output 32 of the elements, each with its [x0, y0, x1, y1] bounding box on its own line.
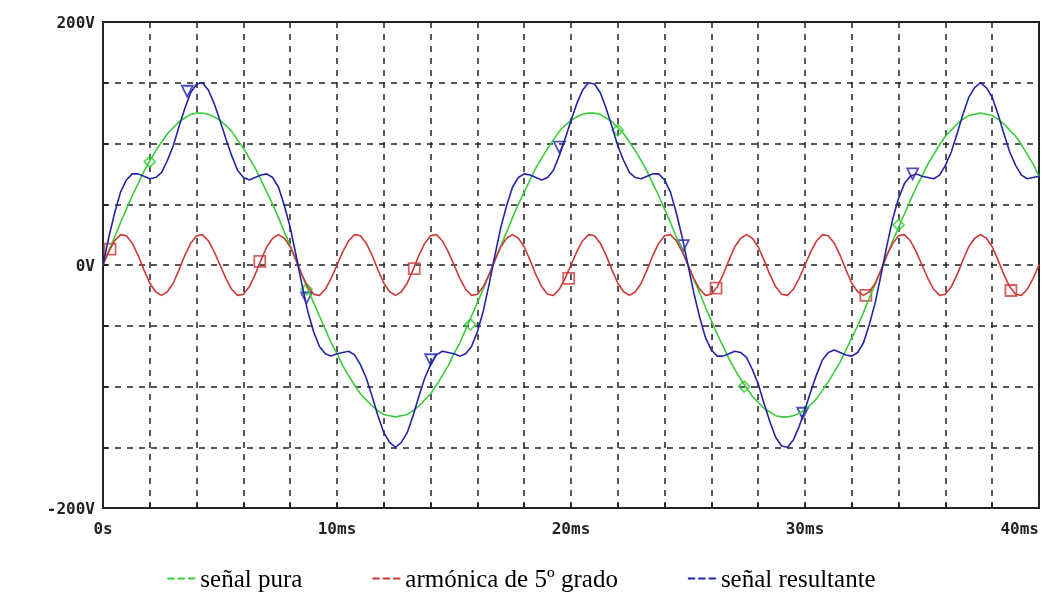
y-tick-label: -200V [46, 498, 96, 518]
point [892, 218, 905, 232]
point [300, 282, 313, 296]
point [611, 123, 625, 137]
point [737, 380, 751, 393]
legend-label: armónica de 5º grado [405, 565, 618, 592]
line-series [102, 81, 1040, 449]
point [463, 318, 477, 331]
point [906, 167, 920, 181]
x-tick-label: 0s [93, 518, 113, 538]
point [859, 288, 873, 302]
point [709, 281, 723, 295]
x-tick-label: 20ms [551, 518, 591, 538]
point [796, 406, 810, 420]
point [1004, 284, 1018, 297]
point [552, 140, 566, 154]
point [143, 155, 157, 169]
y-tick-label: 200V [56, 12, 96, 32]
point [300, 291, 313, 305]
point [103, 242, 117, 256]
y-tick-label: 0V [75, 255, 96, 275]
point [424, 353, 437, 367]
legend-label: señal pura [200, 565, 303, 592]
point [253, 254, 267, 268]
point [676, 239, 690, 252]
point [407, 262, 421, 276]
x-tick-label: 30ms [785, 518, 825, 538]
point [180, 84, 194, 98]
x-tick-label: 40ms [1000, 518, 1039, 538]
point [562, 271, 576, 285]
legend-label: señal resultante [720, 565, 876, 592]
x-tick-label: 10ms [317, 518, 357, 538]
